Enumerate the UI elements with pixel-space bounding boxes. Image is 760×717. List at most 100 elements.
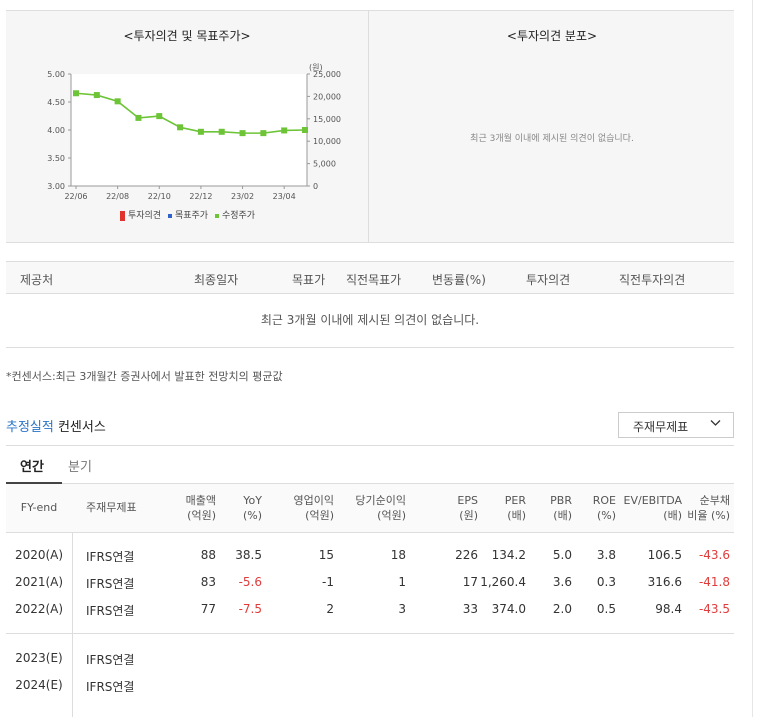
col-change-rate: 변동률(%): [432, 273, 486, 287]
col-prev-target-price: 직전목표가: [346, 273, 402, 287]
legend-label-opinion: 투자의견: [127, 211, 162, 221]
cell-type: IFRS연결: [86, 604, 135, 618]
actual-rows: 2020(A) IFRS연결 88 38.5 15 18 226 134.2 5.0 3.8 106…: [6, 533, 734, 633]
table-row: 2021(A) IFRS연결 83 -5.6 -1 1 17 1,260.4 3.6 0.3 316…: [6, 568, 734, 595]
legend-item-target-price: 목표주가: [167, 208, 209, 221]
tab-active-underline: [6, 482, 62, 484]
cell-type: IFRS연결: [86, 550, 135, 564]
tab-annual[interactable]: 연간: [20, 460, 44, 475]
page-right-divider: [752, 0, 753, 717]
adjusted-price-point: [156, 113, 163, 120]
cell-fy: 2024(E): [15, 678, 63, 692]
col-pbr-unit: (배): [553, 509, 572, 522]
col-statement-type: 주재무제표: [86, 501, 137, 514]
y-left-tick-label: 3.00: [47, 182, 65, 191]
cell-yoy: 38.5: [235, 548, 262, 562]
cell-fy: 2021(A): [14, 575, 64, 589]
col-net-income-label: 당기순이익: [355, 494, 406, 507]
opinion-table: 제공처 최종일자 목표가 직전목표가 변동률(%) 투자의견 직전투자의견 최근…: [6, 261, 734, 348]
consensus-footnote: *컨센서스:최근 3개월간 증권사에서 발표한 전망치의 평균값: [6, 370, 283, 383]
y-right-tick-label: 25,000: [313, 70, 341, 79]
consensus-table-header: FY-end 주재무제표 매출액 (억원) YoY (%) 영업이익 (억원) 당기순…: [6, 484, 734, 533]
cell-net: 1: [398, 575, 406, 589]
adjusted-price-point: [218, 128, 225, 135]
cell-eps: 226: [455, 548, 478, 562]
legend-swatch-opinion: [119, 210, 125, 221]
y-right-tick-label: 0: [313, 182, 318, 191]
opinion-price-chart-panel: <투자의견 및 목표주가> 5.00 4.50 4.00 3.50 3.00 25,000…: [6, 11, 369, 242]
col-net-income: 당기순이익 (억원): [355, 493, 406, 523]
cell-yoy: -7.5: [238, 602, 262, 616]
charts-panel: <투자의견 및 목표주가> 5.00 4.50 4.00 3.50 3.00 25,000…: [6, 10, 734, 243]
col-sales-unit: (억원): [187, 509, 216, 522]
y-left-tick-label: 5.00: [47, 70, 65, 79]
y-right-unit-label: (원): [309, 63, 323, 72]
col-yoy-label: YoY: [243, 494, 262, 507]
cell-type: IFRS연결: [86, 653, 135, 667]
col-yoy: YoY (%): [243, 493, 262, 523]
adjusted-price-point: [73, 90, 79, 97]
adjusted-price-point: [281, 127, 288, 134]
col-sales: 매출액 (억원): [186, 493, 216, 523]
col-per-unit: (배): [507, 509, 526, 522]
period-tabs: 연간 분기: [6, 445, 734, 484]
col-operating-profit: 영업이익 (억원): [294, 493, 334, 523]
statement-type-dropdown[interactable]: 주재무제표: [618, 412, 734, 438]
legend-item-adjusted-price: 수정주가: [214, 208, 255, 221]
opinion-table-header: 제공처 최종일자 목표가 직전목표가 변동률(%) 투자의견 직전투자의견: [6, 261, 734, 294]
cell-type: IFRS연결: [86, 680, 135, 694]
col-pbr: PBR (배): [550, 493, 572, 523]
adjusted-price-point: [135, 114, 142, 121]
chart-legend: 투자의견 목표주가 수정주가: [6, 208, 369, 221]
tab-quarterly[interactable]: 분기: [68, 460, 92, 475]
col-eps-label: EPS: [457, 494, 478, 507]
cell-sales: 83: [200, 575, 216, 589]
table-section-divider: [6, 633, 734, 634]
col-yoy-unit: (%): [242, 509, 262, 522]
cell-per: 1,260.4: [480, 575, 526, 589]
legend-swatch-target-price: [167, 213, 172, 218]
cell-debt: -41.8: [698, 575, 730, 589]
cell-op: 15: [318, 548, 334, 562]
cell-debt: -43.6: [698, 548, 730, 562]
adjusted-price-line: [75, 92, 306, 134]
col-roe-label: ROE: [592, 494, 616, 507]
cell-per: 134.2: [491, 548, 526, 562]
col-opinion: 투자의견: [526, 273, 571, 287]
col-ev-ebitda-label: EV/EBITDA: [623, 494, 682, 507]
cell-ev: 98.4: [655, 602, 682, 616]
col-prev-opinion: 직전투자의견: [619, 273, 686, 287]
table-row: 2020(A) IFRS연결 88 38.5 15 18 226 134.2 5.0 3.8 106…: [6, 541, 734, 568]
opinion-price-chart-title: <투자의견 및 목표주가>: [123, 29, 251, 43]
x-tick-label: 22/08: [106, 192, 129, 201]
consensus-section-title: 추정실적 컨센서스: [6, 416, 106, 435]
legend-item-opinion: 투자의견: [119, 208, 162, 221]
cell-type: IFRS연결: [86, 577, 135, 591]
legend-swatch-adjusted-price: [214, 213, 219, 218]
cell-net: 18: [390, 548, 406, 562]
x-tick-label: 23/04: [273, 192, 296, 201]
legend-label-target-price: 목표주가: [174, 211, 209, 221]
section-title-rest: 컨센서스: [53, 420, 106, 435]
col-provider: 제공처: [20, 273, 54, 287]
col-net-income-unit: (억원): [377, 509, 406, 522]
adjusted-price-point: [239, 130, 246, 137]
cell-op: 2: [326, 602, 334, 616]
y-right-tick-label: 20,000: [313, 92, 341, 101]
cell-fy: 2020(A): [14, 548, 64, 562]
opinion-distribution-empty-message: 최근 3개월 이내에 제시된 의견이 없습니다.: [470, 134, 634, 144]
adjusted-price-point: [114, 98, 121, 105]
consensus-table: FY-end 주재무제표 매출액 (억원) YoY (%) 영업이익 (억원) 당기순…: [6, 484, 734, 717]
cell-ev: 106.5: [647, 548, 682, 562]
col-net-debt-ratio-label: 순부채: [699, 494, 730, 507]
col-target-price: 목표가: [292, 273, 326, 287]
adjusted-price-point: [260, 130, 267, 137]
adjusted-price-point: [93, 92, 100, 99]
table-row: 2022(A) IFRS연결 77 -7.5 2 3 33 374.0 2.0 0.5 98.4 -4…: [6, 595, 734, 622]
cell-fy: 2022(A): [14, 602, 64, 616]
cell-ev: 316.6: [647, 575, 682, 589]
opinion-table-empty-message: 최근 3개월 이내에 제시된 의견이 없습니다.: [6, 294, 734, 348]
opinion-price-chart: 5.00 4.50 4.00 3.50 3.00 25,000 20,000 15,000 10…: [47, 63, 341, 201]
x-tick-label: 22/10: [148, 192, 171, 201]
cell-pbr: 3.6: [552, 575, 572, 589]
